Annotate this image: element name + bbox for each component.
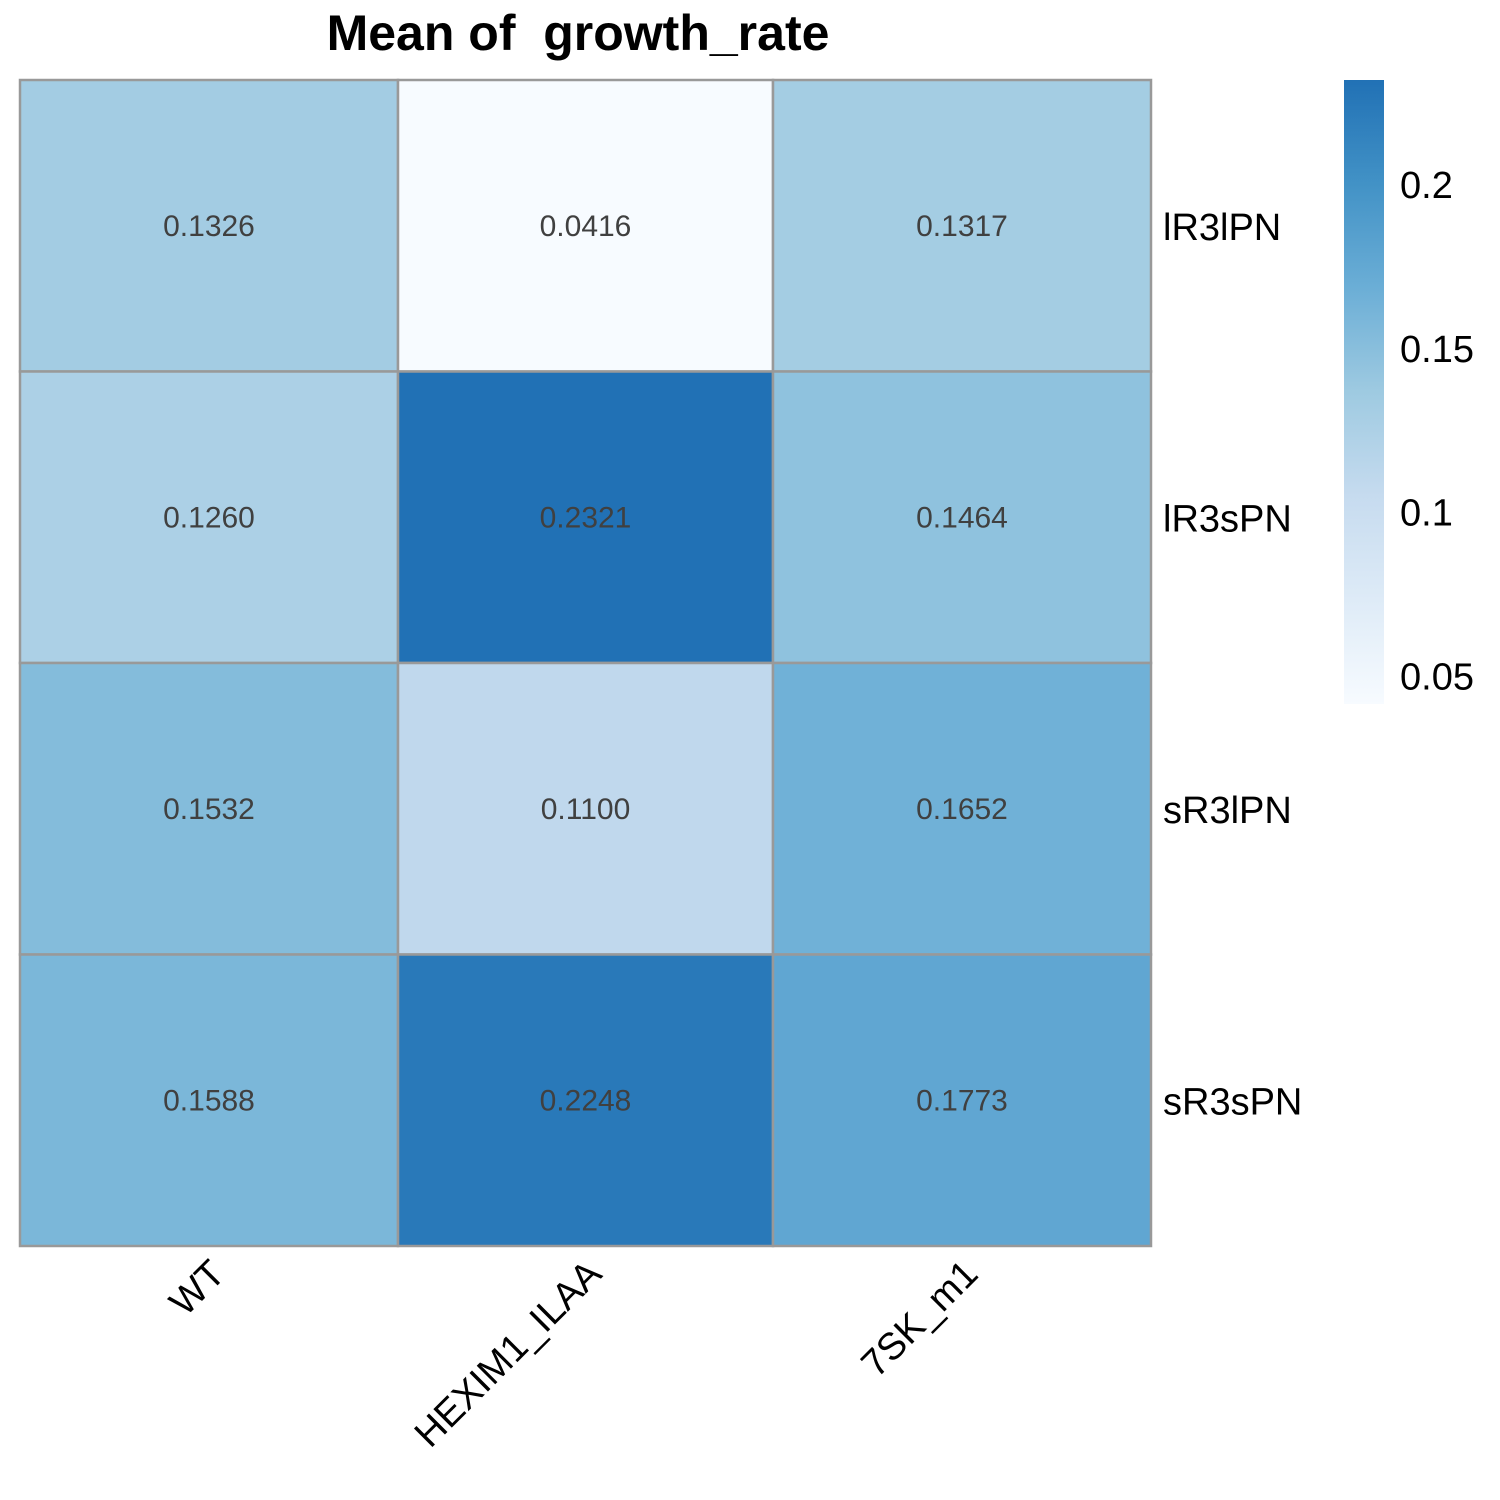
column-labels: WT HEXIM1_ILAA 7SK_m1 bbox=[162, 1252, 986, 1455]
legend-tick-label: 0.2 bbox=[1400, 165, 1453, 207]
heatmap-cell bbox=[771, 953, 1153, 1248]
heatmap-cells: 0.1326 0.0416 0.1317 0.1260 0.2321 0.1464 0.15… bbox=[18, 78, 1153, 1248]
cell-value-label: 0.1326 bbox=[163, 210, 255, 243]
legend-tick-label: 0.1 bbox=[1400, 493, 1453, 535]
heatmap-cell bbox=[771, 78, 1153, 373]
legend-tick-label: 0.05 bbox=[1400, 656, 1474, 698]
cell-value-label: 0.1532 bbox=[163, 793, 255, 826]
cell-value-label: 0.1260 bbox=[163, 501, 255, 534]
color-legend: 0.05 0.1 0.15 0.2 bbox=[1344, 80, 1474, 704]
heatmap-cell bbox=[396, 661, 775, 956]
row-label: lR3sPN bbox=[1163, 498, 1292, 540]
row-label: sR3sPN bbox=[1163, 1081, 1302, 1123]
chart-title: Mean of growth_rate bbox=[327, 5, 830, 61]
cell-value-label: 0.1588 bbox=[163, 1084, 255, 1117]
cell-value-label: 0.2321 bbox=[540, 501, 632, 534]
cell-value-label: 0.2248 bbox=[540, 1084, 632, 1117]
column-label: WT bbox=[162, 1253, 233, 1324]
legend-tick-label: 0.15 bbox=[1400, 329, 1474, 371]
cell-value-label: 0.1773 bbox=[916, 1084, 1008, 1117]
cell-value-label: 0.1317 bbox=[916, 210, 1008, 243]
cell-value-label: 0.0416 bbox=[540, 210, 632, 243]
row-label: lR3lPN bbox=[1163, 207, 1281, 249]
cell-value-label: 0.1100 bbox=[541, 793, 631, 826]
cell-value-label: 0.1652 bbox=[916, 793, 1008, 826]
heatmap-cell bbox=[396, 78, 775, 373]
heatmap-cell bbox=[18, 953, 400, 1248]
row-labels: lR3lPN lR3sPN sR3lPN sR3sPN bbox=[1163, 207, 1302, 1124]
heatmap-cell bbox=[18, 78, 400, 373]
column-label: HEXIM1_ILAA bbox=[407, 1252, 610, 1455]
cell-value-label: 0.1464 bbox=[916, 501, 1008, 534]
row-label: sR3lPN bbox=[1163, 790, 1292, 832]
heatmap-cell bbox=[18, 370, 400, 665]
heatmap-cell bbox=[771, 370, 1153, 665]
legend-color-bar bbox=[1344, 80, 1384, 704]
column-label: 7SK_m1 bbox=[854, 1253, 987, 1386]
heatmap-cell bbox=[396, 370, 775, 665]
